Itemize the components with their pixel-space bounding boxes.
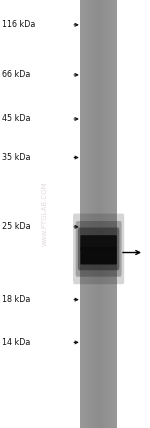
Text: 116 kDa: 116 kDa	[2, 20, 35, 30]
FancyBboxPatch shape	[80, 247, 117, 265]
Text: www.PTGLAB.COM: www.PTGLAB.COM	[42, 182, 48, 246]
Text: 25 kDa: 25 kDa	[2, 222, 30, 232]
FancyBboxPatch shape	[80, 235, 117, 250]
Text: 14 kDa: 14 kDa	[2, 338, 30, 347]
Text: 35 kDa: 35 kDa	[2, 153, 30, 162]
FancyBboxPatch shape	[73, 214, 124, 284]
Text: 45 kDa: 45 kDa	[2, 114, 30, 124]
Text: 66 kDa: 66 kDa	[2, 70, 30, 80]
Text: 18 kDa: 18 kDa	[2, 295, 30, 304]
FancyBboxPatch shape	[78, 228, 119, 270]
FancyBboxPatch shape	[76, 221, 122, 277]
